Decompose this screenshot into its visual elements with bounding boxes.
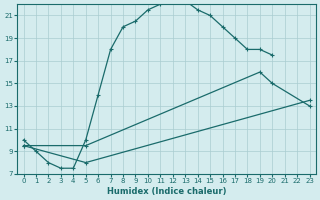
X-axis label: Humidex (Indice chaleur): Humidex (Indice chaleur) (107, 187, 226, 196)
